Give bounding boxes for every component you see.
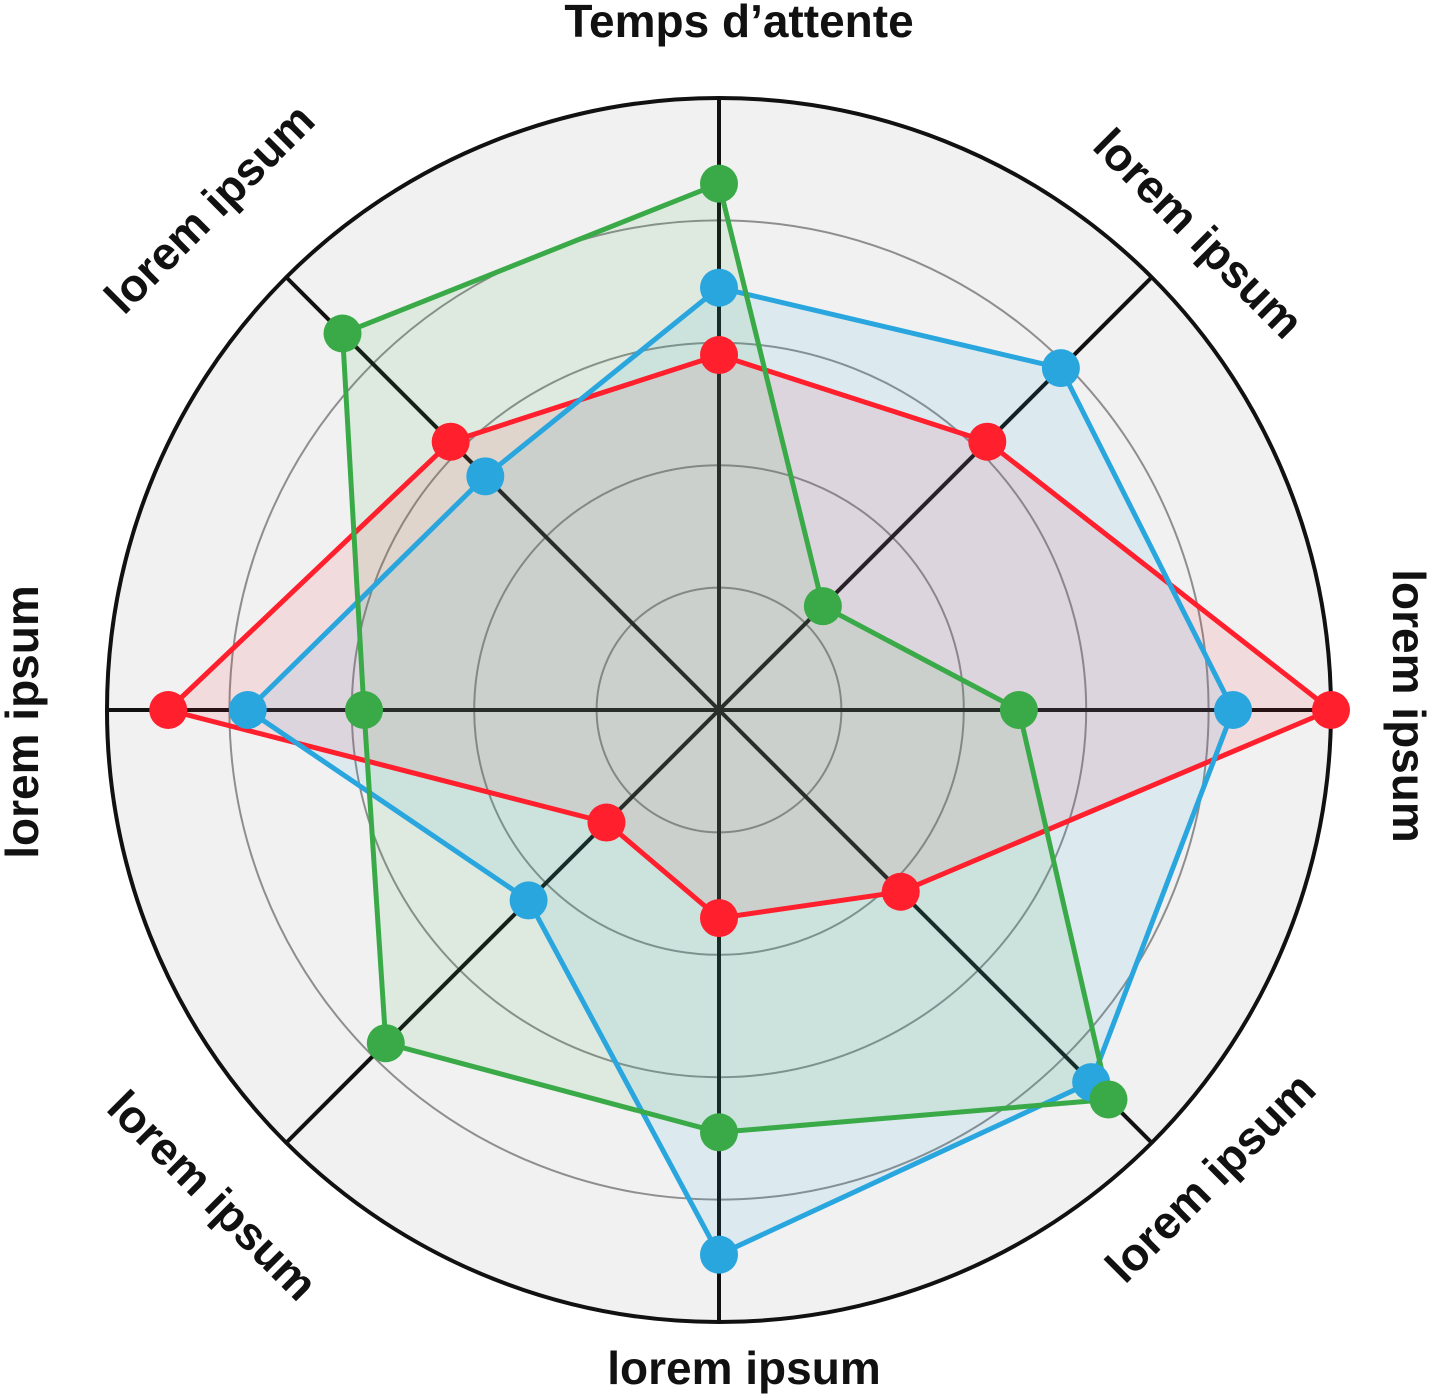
series-2-point-7 xyxy=(323,314,362,353)
axis-label-bottom: lorem ipsum xyxy=(607,1342,881,1394)
series-2-point-2 xyxy=(999,691,1038,729)
series-1-point-0 xyxy=(700,268,738,307)
axis-spoke-5 xyxy=(284,708,721,1145)
series-0-point-7 xyxy=(431,422,470,461)
series-0-point-6 xyxy=(149,691,188,729)
axis-label-left: lorem ipsum xyxy=(0,585,48,859)
axis-spoke-1 xyxy=(717,275,1154,712)
axis-spoke-7 xyxy=(284,275,721,712)
series-1-point-5 xyxy=(509,881,548,920)
series-2-point-5 xyxy=(366,1024,405,1063)
series-1-point-2 xyxy=(1214,691,1253,729)
series-2-point-4 xyxy=(700,1113,738,1152)
series-2-point-1 xyxy=(803,587,842,626)
series-0-point-5 xyxy=(587,803,626,842)
series-1-area xyxy=(247,287,1234,1255)
series-1-point-7 xyxy=(466,457,505,496)
series-1-point-6 xyxy=(228,691,267,729)
series-2-point-6 xyxy=(345,691,384,729)
series-0-point-3 xyxy=(881,872,920,911)
series-1-point-1 xyxy=(1041,349,1080,388)
series-0-point-0 xyxy=(700,336,738,375)
series-2-point-3 xyxy=(1089,1080,1128,1119)
series-1-point-4 xyxy=(700,1235,738,1274)
series-0-point-4 xyxy=(700,899,738,938)
series-0-point-2 xyxy=(1312,691,1350,729)
series-2-point-0 xyxy=(700,164,738,203)
series-0-area xyxy=(168,355,1332,919)
axis-label-right: lorem ipsum xyxy=(1383,569,1430,843)
series-points xyxy=(149,164,1350,1274)
series-0-point-1 xyxy=(968,422,1007,461)
axis-label-temps-attente: Temps d’attente xyxy=(564,0,913,47)
